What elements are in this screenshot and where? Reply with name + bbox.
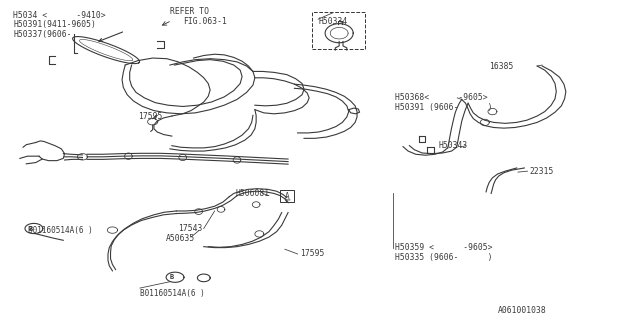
Text: H50368<      -9605>: H50368< -9605>: [396, 93, 488, 102]
Text: 17543: 17543: [178, 224, 203, 233]
Text: H50391 (9606-      ): H50391 (9606- ): [396, 103, 493, 112]
Text: B01160514A(6 ): B01160514A(6 ): [140, 289, 205, 298]
Text: 17595: 17595: [300, 250, 324, 259]
Text: A50635: A50635: [166, 234, 195, 243]
Text: H50337(9606-: H50337(9606-: [13, 30, 72, 39]
Text: H50335 (9606-      ): H50335 (9606- ): [396, 253, 493, 262]
Text: H50391(9411-9605): H50391(9411-9605): [13, 20, 97, 29]
Text: 16385: 16385: [489, 61, 514, 70]
Text: FIG.063-1: FIG.063-1: [182, 17, 227, 26]
Text: H506081: H506081: [236, 189, 270, 198]
Text: H50334: H50334: [318, 17, 348, 26]
Bar: [312, 12, 365, 49]
Text: B01160514A(6 ): B01160514A(6 ): [28, 226, 92, 235]
Text: H50343: H50343: [438, 141, 467, 150]
Text: A: A: [285, 191, 290, 201]
Text: 17595: 17595: [138, 113, 163, 122]
Bar: [280, 190, 294, 202]
Text: B: B: [29, 226, 33, 231]
Text: A061001038: A061001038: [497, 306, 547, 315]
Text: REFER TO: REFER TO: [170, 7, 209, 16]
Text: B: B: [170, 274, 174, 280]
Text: 22315: 22315: [529, 167, 554, 176]
Text: H50359 <      -9605>: H50359 < -9605>: [396, 243, 493, 252]
Text: H5034 <      -9410>: H5034 < -9410>: [13, 11, 106, 20]
